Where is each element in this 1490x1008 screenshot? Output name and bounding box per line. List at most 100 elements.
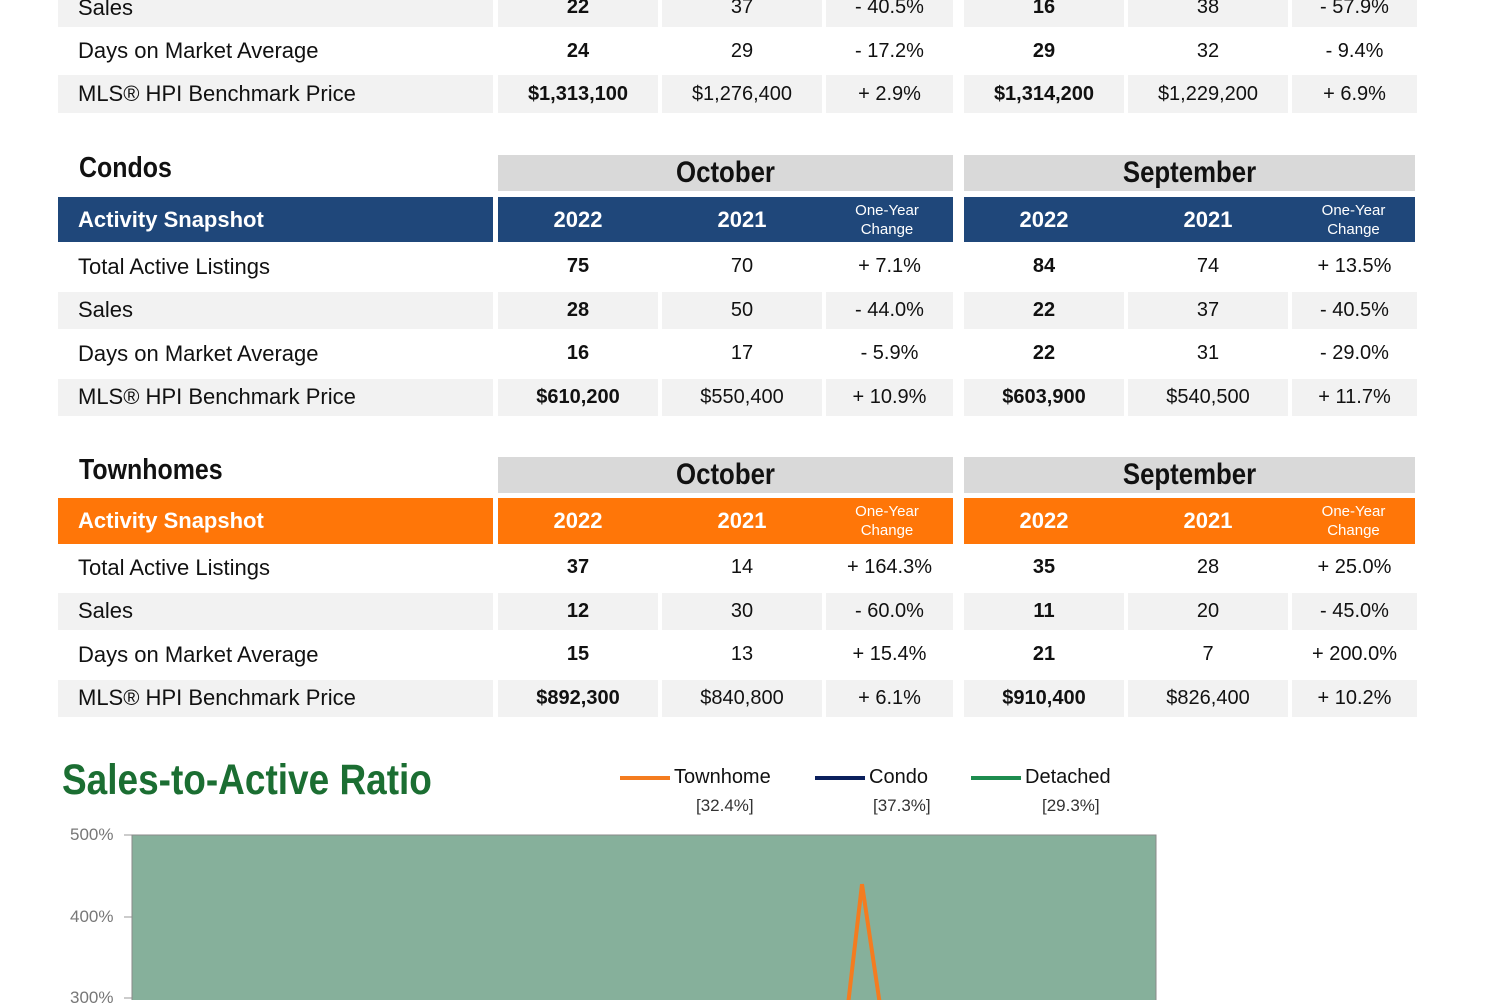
condos-row-1-label: Sales xyxy=(58,291,493,329)
legend-condo-line xyxy=(815,776,865,780)
condos-oct-year-2022: 2022 xyxy=(553,206,603,232)
condos-row-2-oct-change: - 5.9% xyxy=(860,342,919,365)
legend-detached-label: Detached xyxy=(1025,766,1111,788)
condos-activity-snapshot-header: Activity Snapshot xyxy=(58,197,493,242)
detached-row-0-oct-2022: 22 xyxy=(498,0,658,27)
townhomes-row-0-sep-change: + 25.0% xyxy=(1317,556,1392,579)
condos-row-0-label: Total Active Listings xyxy=(78,253,270,279)
townhomes-section-title: Townhomes xyxy=(79,454,223,486)
townhomes-row-0-sep-2022: 35 xyxy=(1032,556,1056,579)
legend-detached-value: [29.3%] xyxy=(1042,796,1100,815)
condos-row-2-oct-2022: 16 xyxy=(566,342,590,365)
townhomes-row-3-oct-2022: $892,300 xyxy=(498,679,658,717)
condos-row-3-sep-2021: $540,500 xyxy=(1128,378,1288,416)
townhomes-oct-year-2021: 2021 xyxy=(717,508,767,533)
townhomes-row-2-sep-2022: 21 xyxy=(1032,643,1056,666)
y-tick-400: 400% xyxy=(70,907,114,926)
condos-section-title: Condos xyxy=(79,152,172,184)
condos-row-3-oct-change: + 10.9% xyxy=(826,378,953,416)
legend-townhome-value: [32.4%] xyxy=(696,796,754,815)
condos-oct-year-2021: 2021 xyxy=(717,206,767,232)
condos-row-2-oct-2021: 17 xyxy=(730,342,754,365)
townhomes-row-1-sep-2022: 11 xyxy=(964,592,1124,630)
detached-row-0-label: Sales xyxy=(58,0,493,27)
legend-condo-label: Condo xyxy=(869,766,928,788)
condos-oct-header-band xyxy=(498,197,953,242)
townhomes-row-2-oct-2022: 15 xyxy=(566,643,590,666)
detached-row-0-sep-change: - 57.9% xyxy=(1292,0,1417,27)
townhomes-row-2-label: Days on Market Average xyxy=(78,641,319,667)
condos-row-0-sep-change: + 13.5% xyxy=(1317,255,1392,278)
condos-row-0-oct-2022: 75 xyxy=(566,255,590,278)
townhome-series-line xyxy=(846,883,882,1000)
condos-row-3-sep-2022: $603,900 xyxy=(964,378,1124,416)
townhomes-month-september: September xyxy=(964,457,1415,493)
condos-row-1-sep-2021: 37 xyxy=(1128,291,1288,329)
detached-row-1-sep-2022: 29 xyxy=(1032,39,1056,62)
townhomes-oct-year-2022: 2022 xyxy=(553,508,603,533)
condos-row-1-sep-change: - 40.5% xyxy=(1292,291,1417,329)
townhomes-row-2-oct-change: + 15.4% xyxy=(852,643,927,666)
condos-month-october: October xyxy=(498,155,953,191)
condos-row-3-oct-2021: $550,400 xyxy=(662,378,822,416)
condos-row-3-oct-2022: $610,200 xyxy=(498,378,658,416)
plot-area xyxy=(131,834,1157,1000)
townhomes-row-3-label: MLS® HPI Benchmark Price xyxy=(58,679,493,717)
condos-row-1-oct-change: - 44.0% xyxy=(826,291,953,329)
townhomes-row-0-oct-change: + 164.3% xyxy=(846,556,933,579)
townhomes-row-0-oct-2021: 14 xyxy=(730,556,754,579)
chart-title: Sales-to-Active Ratio xyxy=(62,756,432,804)
townhomes-sep-one-year-change-header: One-Year Change xyxy=(1321,503,1386,539)
townhomes-row-0-sep-2021: 28 xyxy=(1196,556,1220,579)
detached-row-1-oct-2022: 24 xyxy=(566,39,590,62)
condos-row-3-sep-change: + 11.7% xyxy=(1292,378,1417,416)
detached-row-2-label: MLS® HPI Benchmark Price xyxy=(58,75,493,113)
townhomes-row-3-sep-change: + 10.2% xyxy=(1292,679,1417,717)
detached-row-1-oct-2021: 29 xyxy=(730,39,754,62)
townhomes-row-1-oct-change: - 60.0% xyxy=(826,592,953,630)
detached-row-2-sep-2022: $1,314,200 xyxy=(964,75,1124,113)
condos-row-1-oct-2021: 50 xyxy=(662,291,822,329)
townhomes-row-0-oct-2022: 37 xyxy=(566,556,590,579)
condos-row-0-sep-2022: 84 xyxy=(1032,255,1056,278)
condos-sep-year-2021: 2021 xyxy=(1183,206,1233,232)
townhomes-row-2-sep-2021: 7 xyxy=(1202,643,1214,666)
detached-row-0-sep-2021: 38 xyxy=(1128,0,1288,27)
detached-row-2-sep-2021: $1,229,200 xyxy=(1128,75,1288,113)
detached-row-2-oct-change: + 2.9% xyxy=(826,75,953,113)
condos-row-2-sep-2022: 22 xyxy=(1032,342,1056,365)
condos-month-september: September xyxy=(964,155,1415,191)
detached-row-1-label: Days on Market Average xyxy=(78,38,319,63)
townhomes-row-3-oct-2021: $840,800 xyxy=(662,679,822,717)
legend-townhome-label: Townhome xyxy=(674,766,771,788)
townhomes-sep-year-2021: 2021 xyxy=(1183,508,1233,533)
townhomes-row-1-oct-2022: 12 xyxy=(498,592,658,630)
townhomes-row-2-oct-2021: 13 xyxy=(730,643,754,666)
townhomes-row-1-oct-2021: 30 xyxy=(662,592,822,630)
townhomes-row-1-sep-2021: 20 xyxy=(1128,592,1288,630)
legend-townhome-line xyxy=(620,776,670,780)
detached-row-2-oct-2021: $1,276,400 xyxy=(662,75,822,113)
detached-row-2-oct-2022: $1,313,100 xyxy=(498,75,658,113)
condos-row-0-oct-change: + 7.1% xyxy=(858,255,921,278)
condos-row-2-label: Days on Market Average xyxy=(78,340,319,366)
detached-row-1-sep-2021: 32 xyxy=(1196,39,1220,62)
townhomes-sep-header-band xyxy=(964,498,1415,544)
townhomes-activity-snapshot-header: Activity Snapshot xyxy=(58,498,493,544)
townhomes-row-1-sep-change: - 45.0% xyxy=(1292,592,1417,630)
condos-oct-one-year-change-header: One-Year Change xyxy=(855,201,919,238)
townhomes-sep-year-2022: 2022 xyxy=(1019,508,1069,533)
townhomes-row-1-label: Sales xyxy=(58,592,493,630)
townhomes-row-3-sep-2021: $826,400 xyxy=(1128,679,1288,717)
townhomes-oct-header-band xyxy=(498,498,953,544)
detached-row-2-sep-change: + 6.9% xyxy=(1292,75,1417,113)
condos-sep-year-2022: 2022 xyxy=(1019,206,1069,232)
townhomes-row-3-oct-change: + 6.1% xyxy=(826,679,953,717)
condos-row-2-sep-change: - 29.0% xyxy=(1320,342,1389,365)
condos-sep-one-year-change-header: One-Year Change xyxy=(1321,201,1386,238)
condos-row-1-oct-2022: 28 xyxy=(498,291,658,329)
condos-row-0-oct-2021: 70 xyxy=(730,255,754,278)
legend-condo-value: [37.3%] xyxy=(873,796,931,815)
detached-row-0-sep-2022: 16 xyxy=(964,0,1124,27)
